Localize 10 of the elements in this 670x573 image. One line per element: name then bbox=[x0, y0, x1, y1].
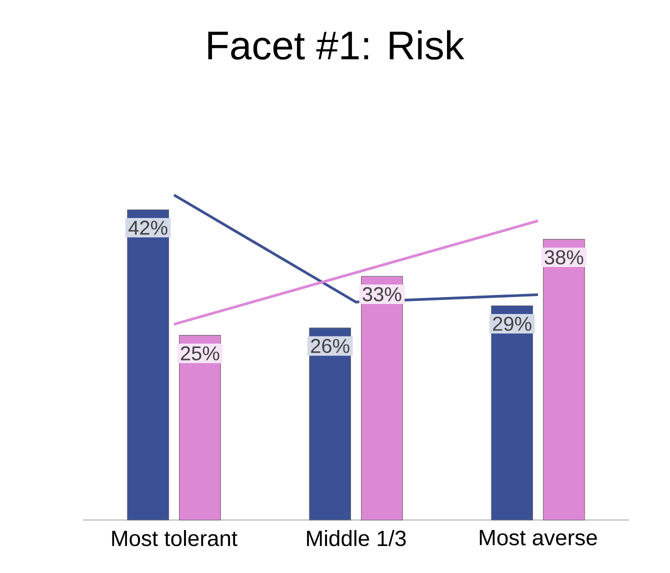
data-label: 42% bbox=[128, 220, 168, 235]
data-label: 29% bbox=[493, 316, 532, 331]
data-label: 38% bbox=[544, 250, 584, 264]
x-tick-label: Middle 1/3 bbox=[307, 530, 406, 546]
data-label: 25% bbox=[180, 346, 220, 360]
x-tick-label: Most tolerant bbox=[112, 530, 238, 546]
x-tick-label: Most averse bbox=[480, 530, 597, 546]
data-label: 33% bbox=[362, 287, 402, 302]
data-label: 26% bbox=[311, 338, 350, 354]
chart-title: Facet #1: Risk bbox=[208, 30, 464, 60]
